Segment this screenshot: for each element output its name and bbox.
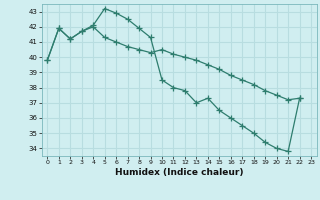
X-axis label: Humidex (Indice chaleur): Humidex (Indice chaleur) xyxy=(115,168,244,177)
